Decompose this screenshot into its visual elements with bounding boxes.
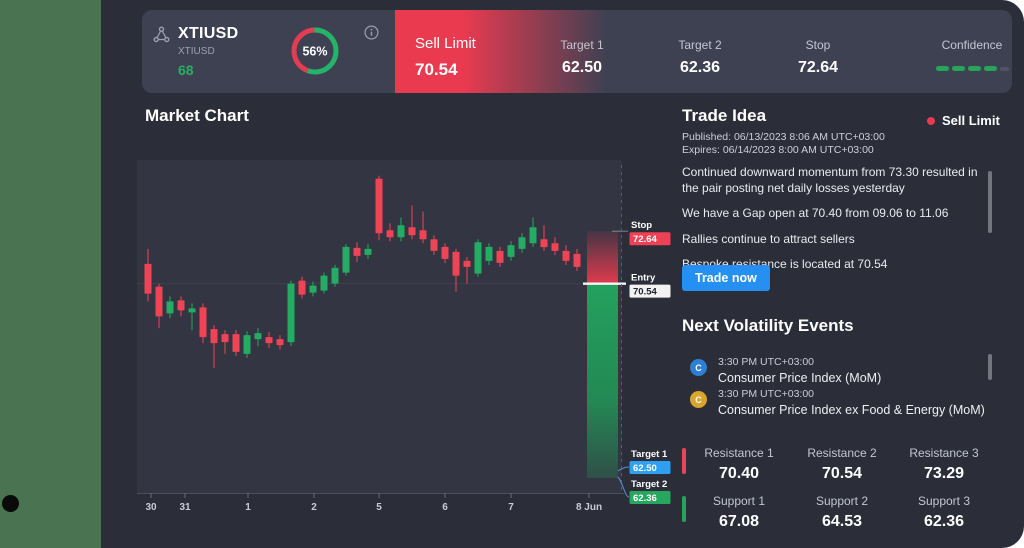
trade-now-button[interactable]: Trade now xyxy=(682,265,770,291)
idea-point: Continued downward momentum from 73.30 r… xyxy=(682,165,978,195)
bullet-dot xyxy=(2,495,19,512)
svg-text:72.64: 72.64 xyxy=(633,234,657,245)
chart-title: Market Chart xyxy=(145,106,249,125)
event-row[interactable]: C 3:30 PM UTC+03:00 Consumer Price Index… xyxy=(690,356,881,385)
strength-gauge: 56% xyxy=(291,27,339,75)
support-3: Support 3 62.36 xyxy=(917,494,971,530)
svg-text:1: 1 xyxy=(245,502,251,513)
market-chart-canvas: 30 31 1 2 5 6 7 8 Jun Stop 72.64 Entry 70.54 Target … xyxy=(137,160,671,513)
event-time: 3:30 PM UTC+03:00 xyxy=(718,356,815,368)
signal-entry-price: 70.54 xyxy=(415,60,458,79)
symbol-score: 68 xyxy=(178,62,194,78)
confidence-dash xyxy=(999,66,1009,71)
confidence-dash xyxy=(951,66,965,71)
signal-type-panel: Sell Limit 70.54 xyxy=(395,10,607,93)
volatility-events-title: Next Volatility Events xyxy=(682,316,854,335)
symbol-title: XTIUSD xyxy=(178,25,239,42)
signal-type-label: Sell Limit xyxy=(415,35,476,52)
svg-text:2: 2 xyxy=(311,502,317,513)
svg-text:62.36: 62.36 xyxy=(633,493,657,504)
idea-point: We have a Gap open at 70.40 from 09.06 t… xyxy=(682,206,949,221)
confidence-dash xyxy=(983,66,997,71)
svg-text:30: 30 xyxy=(145,502,157,513)
event-icon: C xyxy=(690,359,707,376)
support-bar-icon xyxy=(682,496,686,522)
confidence-dash xyxy=(935,66,949,71)
idea-scrollbar[interactable] xyxy=(988,171,992,233)
svg-text:Target 2: Target 2 xyxy=(631,479,667,490)
svg-text:Entry: Entry xyxy=(631,273,656,284)
signal-dot-icon xyxy=(927,116,935,125)
confidence-dashes xyxy=(917,66,1012,71)
event-icon: C xyxy=(690,391,707,408)
header-stat-stop: Stop 72.64 xyxy=(797,38,839,76)
idea-point: Rallies continue to attract sellers xyxy=(682,231,855,246)
svg-text:31: 31 xyxy=(179,502,191,513)
expires-timestamp: Expires: 06/14/2023 8:00 AM UTC+03:00 xyxy=(682,144,874,156)
resistance-3: Resistance 3 73.29 xyxy=(909,446,979,482)
events-scrollbar[interactable] xyxy=(988,354,992,380)
support-1: Support 1 67.08 xyxy=(712,494,766,530)
header-stat-target1: Target 1 62.50 xyxy=(560,38,604,76)
svg-text:Stop: Stop xyxy=(631,220,652,231)
confidence-dash xyxy=(967,66,981,71)
resistance-1: Resistance 1 70.40 xyxy=(704,446,774,482)
network-icon xyxy=(153,26,170,43)
resistance-2: Resistance 2 70.54 xyxy=(807,446,877,482)
svg-text:6: 6 xyxy=(442,502,448,513)
resistance-bar-icon xyxy=(682,448,686,474)
trade-signal-widget: XTIUSD XTIUSD 68 56% Sell Limit 70.54 Ta… xyxy=(101,0,1024,548)
gauge-percent-label: 56% xyxy=(302,45,327,59)
support-2: Support 2 64.53 xyxy=(815,494,869,530)
svg-text:Target 1: Target 1 xyxy=(631,449,668,460)
trade-idea-title: Trade Idea xyxy=(682,106,767,125)
event-name: Consumer Price Index (MoM) xyxy=(718,371,882,385)
svg-text:62.50: 62.50 xyxy=(633,463,657,474)
svg-text:8 Jun: 8 Jun xyxy=(576,502,602,513)
event-time: 3:30 PM UTC+03:00 xyxy=(718,388,815,400)
signal-header: XTIUSD XTIUSD 68 56% Sell Limit 70.54 Ta… xyxy=(142,10,1012,93)
svg-text:5: 5 xyxy=(376,502,382,513)
event-row[interactable]: C 3:30 PM UTC+03:00 Consumer Price Index… xyxy=(690,388,985,417)
event-name: Consumer Price Index ex Food & Energy (M… xyxy=(718,403,985,417)
svg-text:7: 7 xyxy=(508,502,514,513)
svg-text:70.54: 70.54 xyxy=(633,287,657,298)
confidence-meter: Confidence xyxy=(917,38,1012,71)
published-timestamp: Published: 06/13/2023 8:06 AM UTC+03:00 xyxy=(682,131,885,143)
page-left-background xyxy=(0,0,101,548)
header-stat-target2: Target 2 62.36 xyxy=(678,38,722,76)
signal-badge: Sell Limit xyxy=(927,113,1000,128)
info-icon[interactable] xyxy=(364,25,379,40)
trade-idea-points: Continued downward momentum from 73.30 r… xyxy=(682,165,982,283)
symbol-subtitle: XTIUSD xyxy=(178,46,215,57)
